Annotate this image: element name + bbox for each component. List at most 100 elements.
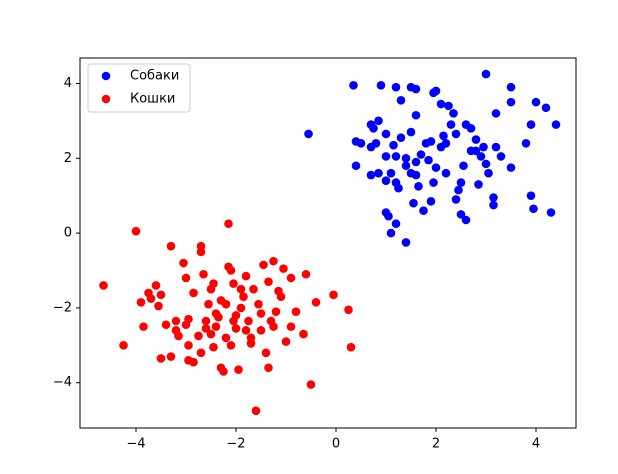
point <box>231 311 241 320</box>
point <box>401 238 411 247</box>
point <box>344 305 353 315</box>
point <box>391 82 401 92</box>
point <box>269 322 278 331</box>
point <box>131 226 141 236</box>
point <box>166 352 176 361</box>
legend-label: Кошки <box>130 92 175 107</box>
point <box>99 281 108 290</box>
point <box>454 185 463 195</box>
point <box>411 170 421 180</box>
point <box>136 297 146 307</box>
point <box>391 219 401 229</box>
point <box>401 153 411 163</box>
point <box>411 157 421 167</box>
point <box>444 101 453 111</box>
y-tick-label: 0 <box>64 226 72 241</box>
point <box>146 294 156 303</box>
legend-marker <box>101 94 111 104</box>
point <box>276 292 286 301</box>
x-tick-label: −2 <box>226 437 245 452</box>
point <box>256 309 266 318</box>
point <box>286 322 296 331</box>
point <box>219 367 228 376</box>
point <box>194 331 203 341</box>
legend-label: Собаки <box>130 69 179 84</box>
point <box>461 215 471 225</box>
point <box>366 142 376 152</box>
point <box>351 161 361 171</box>
point <box>466 124 476 133</box>
x-tick-label: 0 <box>332 437 340 452</box>
point <box>154 301 163 311</box>
point <box>419 206 428 215</box>
point <box>506 97 516 107</box>
plot-frame <box>79 57 577 429</box>
point <box>436 99 446 109</box>
point <box>196 247 206 257</box>
point <box>209 279 218 288</box>
point <box>531 97 541 107</box>
point <box>456 210 466 219</box>
point <box>391 152 401 161</box>
point <box>286 273 296 283</box>
point <box>386 228 396 238</box>
legend-marker <box>101 71 111 81</box>
point <box>491 142 501 152</box>
x-tick-label: −4 <box>126 437 145 452</box>
point <box>449 109 458 118</box>
point <box>221 333 231 343</box>
point <box>346 342 356 352</box>
point <box>299 329 308 339</box>
x-tick-label: 2 <box>432 437 440 452</box>
point <box>184 314 193 324</box>
point <box>271 307 281 316</box>
point <box>269 256 278 266</box>
point <box>446 120 456 129</box>
point <box>479 142 488 152</box>
point <box>496 152 506 161</box>
point <box>241 271 251 281</box>
point <box>184 341 193 350</box>
point <box>414 182 423 191</box>
point <box>349 81 358 90</box>
point <box>179 258 188 268</box>
point <box>489 200 498 210</box>
point <box>264 277 273 287</box>
point <box>234 365 243 374</box>
point <box>221 299 231 309</box>
point <box>279 264 288 273</box>
point <box>441 168 451 178</box>
point <box>301 269 311 279</box>
point <box>151 281 161 290</box>
point <box>441 138 451 148</box>
point <box>401 161 411 171</box>
point <box>474 180 483 189</box>
point <box>506 163 516 172</box>
point <box>306 380 316 389</box>
point <box>411 110 421 120</box>
point <box>244 316 253 326</box>
legend-box <box>87 63 191 113</box>
point <box>254 299 263 309</box>
point <box>526 191 536 200</box>
point <box>381 152 391 161</box>
point <box>489 193 498 202</box>
point <box>491 109 501 118</box>
point <box>451 195 461 204</box>
point <box>459 161 468 171</box>
point <box>429 178 438 187</box>
point <box>431 86 441 96</box>
point <box>426 137 436 146</box>
point <box>229 279 238 288</box>
point <box>304 129 313 139</box>
point <box>206 329 216 339</box>
point <box>366 170 376 180</box>
point <box>386 168 396 178</box>
point <box>236 284 246 294</box>
point <box>236 303 246 313</box>
point <box>381 176 391 186</box>
point <box>394 183 403 193</box>
point <box>214 312 223 322</box>
point <box>256 326 266 335</box>
